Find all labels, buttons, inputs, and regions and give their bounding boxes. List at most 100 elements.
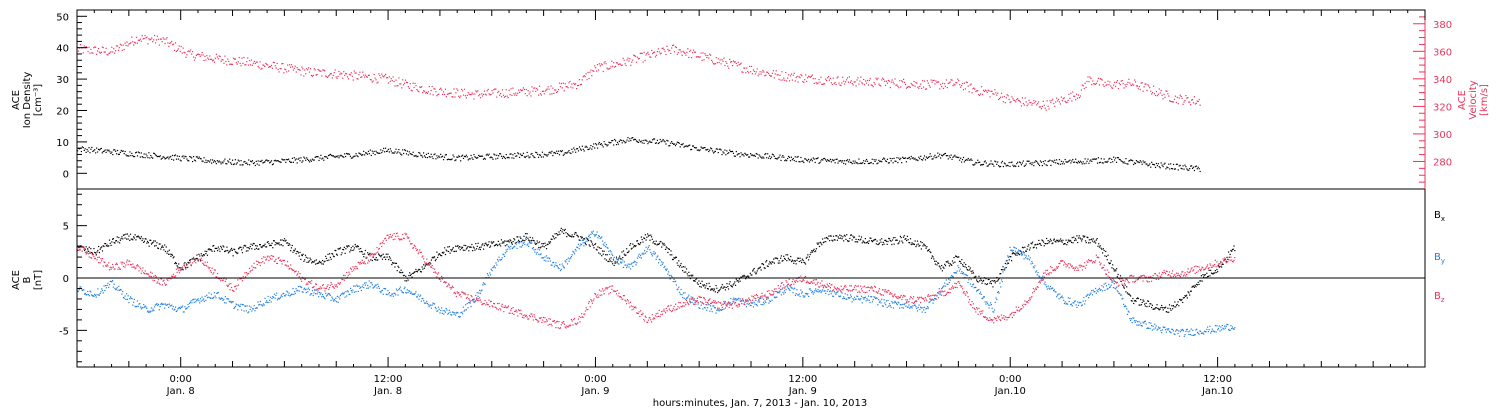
data-point — [293, 67, 295, 69]
data-point — [186, 307, 188, 309]
data-point — [634, 55, 637, 57]
data-point — [550, 85, 552, 87]
data-point — [276, 243, 278, 245]
data-point — [336, 295, 338, 297]
data-point — [482, 243, 484, 245]
data-point — [387, 82, 390, 84]
data-point — [95, 46, 97, 48]
data-point — [132, 155, 134, 157]
data-point — [730, 150, 733, 153]
data-point — [356, 246, 358, 248]
data-point — [962, 264, 964, 266]
data-point — [307, 67, 310, 69]
data-point — [755, 273, 757, 275]
data-point — [892, 302, 894, 304]
data-point — [905, 161, 908, 163]
data-point — [1161, 94, 1163, 96]
data-point — [972, 88, 974, 90]
data-point — [730, 284, 732, 287]
data-point — [1151, 93, 1153, 95]
data-point — [370, 282, 372, 284]
data-point — [438, 253, 440, 255]
data-point — [119, 151, 121, 153]
data-point — [1185, 166, 1187, 168]
data-point — [604, 258, 606, 260]
data-point — [1186, 168, 1188, 170]
data-point — [801, 261, 803, 264]
data-point — [470, 246, 472, 248]
data-point — [857, 241, 859, 243]
data-point — [399, 286, 401, 288]
data-point — [720, 286, 723, 288]
data-point — [375, 284, 377, 286]
data-point — [181, 305, 184, 307]
data-point — [331, 252, 333, 255]
data-point — [577, 150, 580, 152]
data-point — [340, 72, 342, 74]
data-point — [556, 265, 559, 267]
data-point — [528, 241, 531, 244]
data-point — [1197, 281, 1199, 284]
data-point — [201, 255, 203, 257]
data-point — [807, 158, 810, 160]
data-point — [672, 281, 674, 283]
data-point — [125, 238, 128, 240]
data-point — [911, 242, 913, 244]
data-point — [679, 264, 681, 267]
data-point — [94, 252, 97, 254]
data-point — [1175, 304, 1178, 306]
data-point — [213, 292, 216, 294]
data-point — [848, 76, 851, 78]
data-point — [841, 292, 843, 294]
data-point — [341, 155, 343, 157]
data-point — [427, 91, 429, 93]
data-point — [1107, 80, 1109, 82]
data-point — [1194, 103, 1196, 105]
data-point — [1173, 168, 1176, 170]
data-point — [82, 146, 84, 149]
data-point — [713, 288, 716, 290]
data-point — [556, 264, 558, 267]
data-point — [544, 256, 546, 258]
data-point — [829, 158, 832, 160]
data-point — [209, 161, 211, 163]
data-point — [211, 58, 213, 60]
data-point — [442, 310, 444, 312]
data-point — [704, 307, 706, 309]
data-point — [156, 35, 159, 37]
data-point — [944, 282, 946, 284]
data-point — [761, 71, 763, 73]
data-point — [1199, 280, 1201, 282]
data-point — [223, 62, 225, 64]
data-point — [960, 85, 963, 87]
data-point — [440, 309, 442, 312]
data-point — [1112, 268, 1115, 270]
data-point — [602, 253, 604, 255]
data-point — [588, 234, 590, 236]
data-point — [342, 248, 344, 251]
data-point — [892, 81, 894, 83]
data-point — [321, 263, 323, 265]
data-point — [829, 240, 831, 242]
data-point — [213, 244, 215, 247]
data-point — [1000, 162, 1003, 164]
data-point — [850, 294, 852, 296]
data-point — [831, 159, 833, 161]
data-point — [341, 252, 343, 254]
data-point — [94, 46, 96, 48]
data-point — [159, 38, 161, 40]
data-point — [122, 290, 124, 293]
data-point — [510, 88, 512, 90]
data-point — [496, 258, 499, 261]
data-point — [832, 160, 834, 162]
data-point — [720, 309, 723, 311]
data-point — [871, 241, 873, 243]
data-point — [715, 284, 717, 287]
data-point — [667, 48, 669, 51]
data-point — [956, 156, 958, 158]
data-point — [1227, 251, 1230, 253]
data-point — [815, 250, 817, 252]
data-point — [396, 85, 398, 87]
data-point — [258, 67, 260, 69]
data-point — [258, 303, 261, 306]
